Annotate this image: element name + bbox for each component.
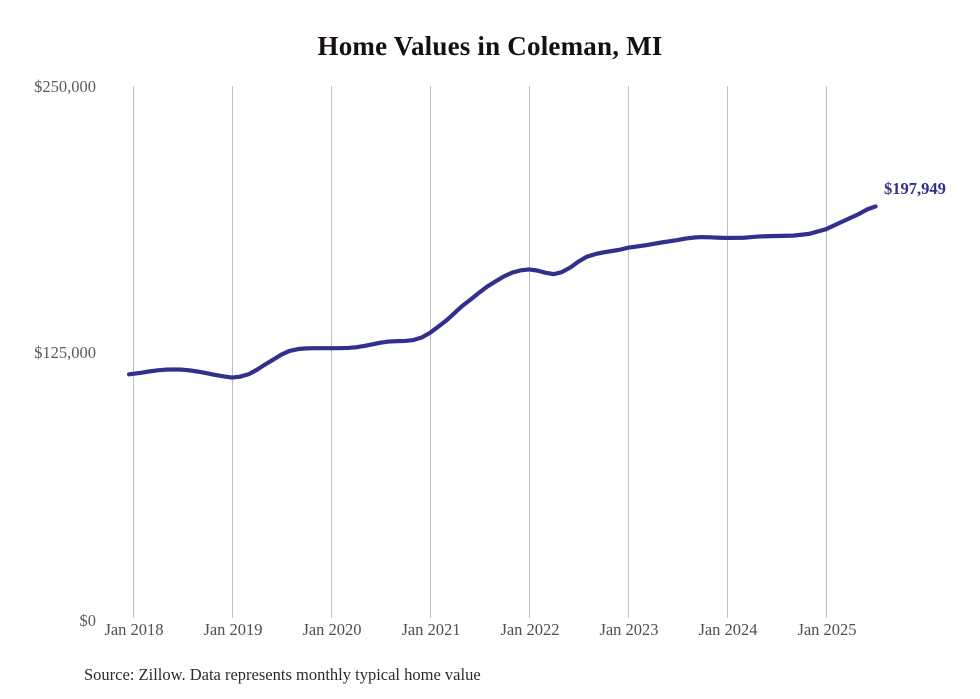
x-axis-tick-jan-2025: Jan 2025 [797,620,857,639]
chart-title: Home Values in Coleman, MI [317,31,663,61]
x-axis-tick-jan-2021: Jan 2021 [401,620,461,639]
x-axis-tick-jan-2020: Jan 2020 [302,620,362,639]
gridline-jan-2020 [331,86,332,618]
gridline-jan-2018 [133,86,134,618]
gridline-jan-2024 [727,86,728,618]
x-axis-tick-jan-2024: Jan 2024 [698,620,758,639]
x-axis-tick-jan-2019: Jan 2019 [203,620,263,639]
y-axis-tick-0: $0 [79,611,97,630]
y-axis-tick-125000: $125,000 [34,343,96,362]
x-axis-tick-jan-2022: Jan 2022 [500,620,560,639]
x-axis-tick-jan-2018: Jan 2018 [104,620,164,639]
gridline-jan-2019 [232,86,233,618]
gridline-jan-2021 [430,86,431,618]
gridline-jan-2023 [628,86,629,618]
home-value-line-series [126,204,878,380]
end-value-label: $197,949 [884,179,946,198]
source-note: Source: Zillow. Data represents monthly … [84,665,481,684]
x-axis-tick-jan-2023: Jan 2023 [599,620,659,639]
gridline-jan-2022 [529,86,530,618]
y-axis-tick-250000: $250,000 [34,77,96,96]
gridline-jan-2025 [826,86,827,618]
